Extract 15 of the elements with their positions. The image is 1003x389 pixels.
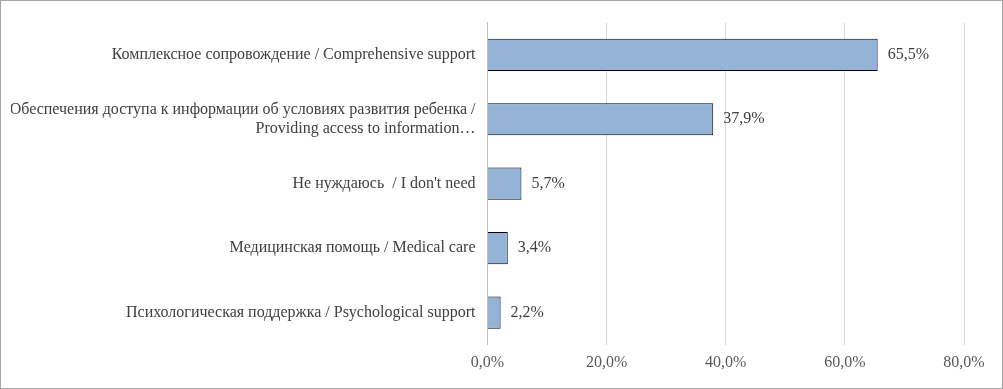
x-tick-label: 60,0% — [824, 352, 866, 370]
y-tick-label: Обеспечения доступа к информации об условиях развития ребенка / Providing access to information… — [9, 99, 477, 138]
x-tick-label: 40,0% — [705, 352, 747, 370]
data-label: 2,2% — [510, 302, 544, 320]
data-label: 37,9% — [723, 109, 765, 127]
x-tick-label: 20,0% — [585, 352, 628, 370]
y-tick-label: Медицинская помощь / Medical care — [229, 238, 476, 257]
y-tick-label: Психологическая поддержка / Psychological support — [125, 302, 477, 321]
data-label: 65,5% — [887, 45, 929, 63]
x-tick-label: 0,0% — [470, 352, 505, 370]
x-tick-label: 80,0% — [943, 352, 985, 370]
y-tick-label: Комплексное сопровождение / Comprehensive support — [111, 45, 477, 64]
y-tick-label: Не нуждаюсь / I don't need — [292, 173, 476, 192]
data-label: 3,4% — [517, 238, 552, 256]
data-label: 5,7% — [531, 173, 565, 191]
